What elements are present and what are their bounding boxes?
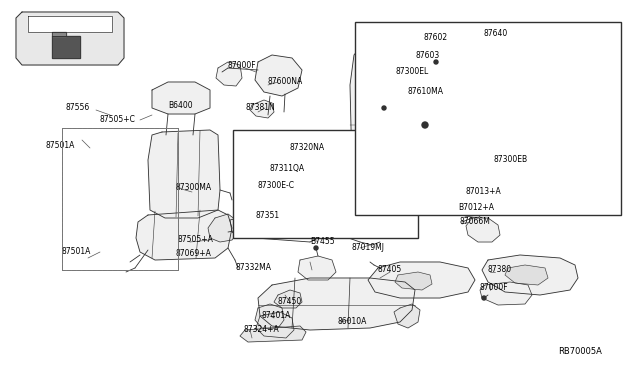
Text: 86010A: 86010A	[337, 317, 366, 327]
Text: 87351: 87351	[255, 211, 279, 219]
Polygon shape	[255, 304, 284, 328]
Polygon shape	[458, 202, 484, 218]
Circle shape	[382, 106, 386, 110]
Polygon shape	[234, 132, 400, 218]
Text: 87300EL: 87300EL	[396, 67, 429, 77]
Text: B7455: B7455	[310, 237, 335, 247]
Polygon shape	[216, 62, 242, 86]
Text: 87505+A: 87505+A	[178, 235, 214, 244]
Text: B6400: B6400	[168, 100, 193, 109]
Polygon shape	[148, 130, 220, 218]
Polygon shape	[395, 272, 432, 290]
Text: RB70005A: RB70005A	[558, 347, 602, 356]
Text: 87600NA: 87600NA	[268, 77, 303, 87]
Text: 87640: 87640	[483, 29, 508, 38]
Polygon shape	[274, 290, 302, 308]
Polygon shape	[230, 215, 408, 238]
Polygon shape	[258, 278, 415, 330]
Text: 87380: 87380	[487, 266, 511, 275]
Polygon shape	[394, 304, 420, 328]
Polygon shape	[372, 78, 397, 98]
Text: 87610MA: 87610MA	[408, 87, 444, 96]
Circle shape	[314, 246, 318, 250]
Circle shape	[422, 122, 428, 128]
Text: 87401A: 87401A	[262, 311, 291, 321]
Circle shape	[434, 60, 438, 64]
Text: 87450: 87450	[278, 298, 302, 307]
Polygon shape	[240, 326, 306, 342]
Polygon shape	[208, 214, 238, 242]
Polygon shape	[136, 210, 232, 260]
Polygon shape	[52, 32, 66, 36]
Polygon shape	[470, 184, 494, 200]
Polygon shape	[250, 100, 274, 118]
Polygon shape	[256, 312, 294, 338]
Polygon shape	[488, 28, 572, 185]
Polygon shape	[52, 36, 80, 58]
Text: 87300E-C: 87300E-C	[258, 180, 295, 189]
Bar	[62, 128, 178, 270]
Polygon shape	[152, 82, 210, 114]
Bar	[62, 128, 178, 270]
Text: 87603: 87603	[416, 51, 440, 60]
Polygon shape	[466, 218, 500, 242]
Polygon shape	[16, 12, 124, 65]
Polygon shape	[505, 265, 548, 285]
Text: 87311QA: 87311QA	[270, 164, 305, 173]
Text: 87405: 87405	[378, 266, 403, 275]
Polygon shape	[430, 32, 450, 52]
Text: 87505+C: 87505+C	[100, 115, 136, 125]
Polygon shape	[482, 255, 578, 295]
Text: 87019MJ: 87019MJ	[352, 244, 385, 253]
Polygon shape	[255, 55, 302, 96]
Polygon shape	[480, 282, 532, 305]
Text: 87332MA: 87332MA	[236, 263, 272, 273]
Text: 87501A: 87501A	[46, 141, 76, 150]
Polygon shape	[298, 256, 336, 280]
Text: 87602: 87602	[424, 33, 448, 42]
Bar	[233, 130, 418, 238]
Text: 87013+A: 87013+A	[465, 187, 500, 196]
Text: 87066M: 87066M	[460, 218, 491, 227]
Text: 87300MA: 87300MA	[176, 183, 212, 192]
Text: 87000F: 87000F	[228, 61, 257, 70]
Text: 87320NA: 87320NA	[290, 144, 325, 153]
Text: 87324+A: 87324+A	[244, 326, 280, 334]
Bar	[355, 22, 621, 215]
Text: 87556: 87556	[65, 103, 89, 112]
Text: 87381N: 87381N	[245, 103, 275, 112]
Polygon shape	[28, 16, 112, 32]
Text: 87300EB: 87300EB	[494, 155, 528, 164]
Text: B7012+A: B7012+A	[458, 203, 494, 212]
Text: 87000F: 87000F	[480, 282, 509, 292]
Text: 87501A: 87501A	[62, 247, 92, 257]
Polygon shape	[350, 28, 492, 192]
Polygon shape	[368, 262, 475, 298]
Text: 87069+A: 87069+A	[176, 248, 212, 257]
Circle shape	[482, 296, 486, 300]
